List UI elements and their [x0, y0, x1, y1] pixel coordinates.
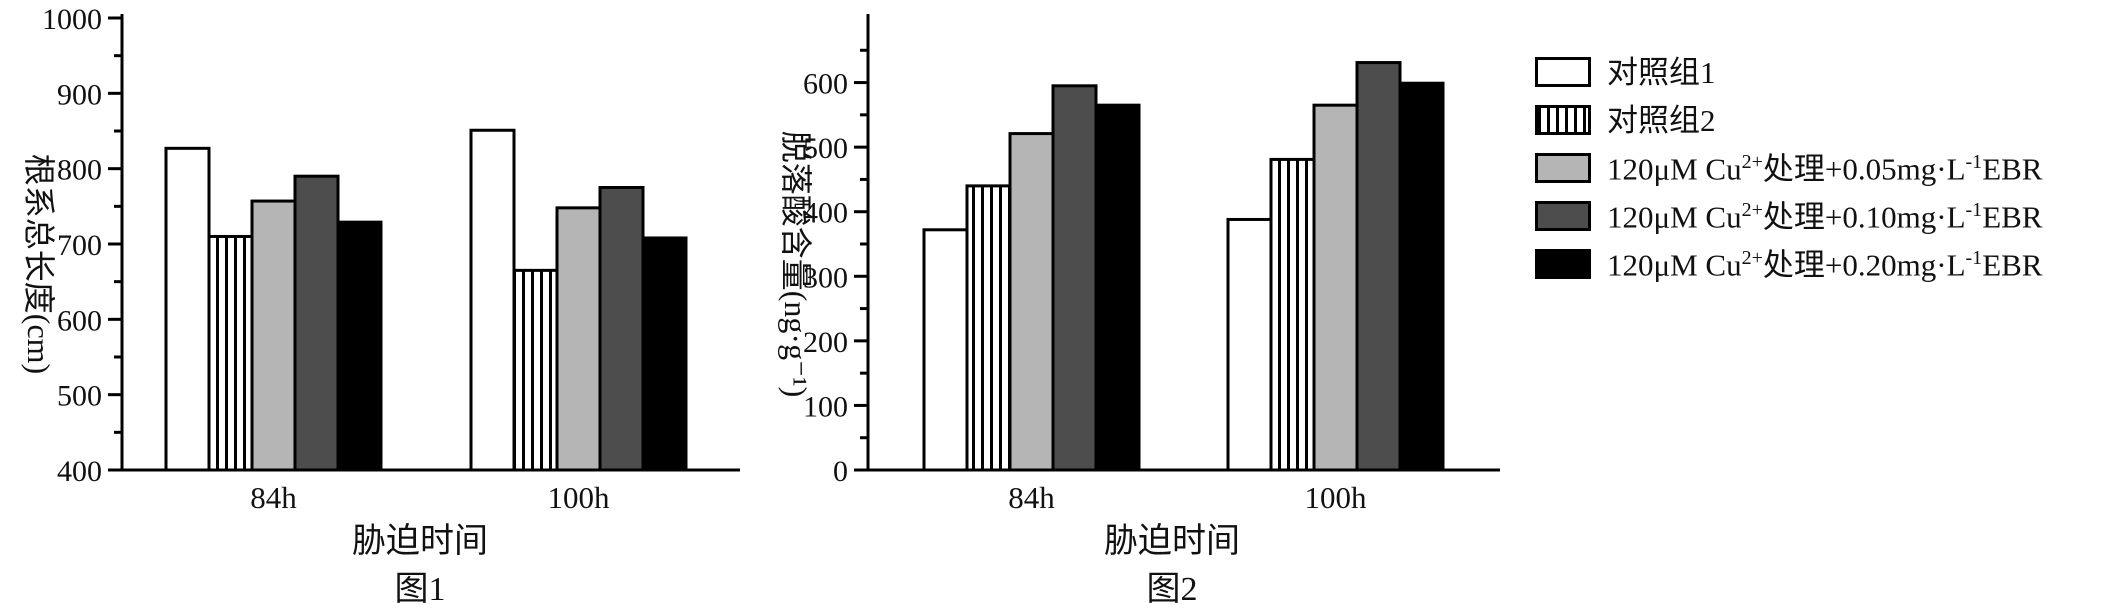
legend-item-ebr-020: 120μM Cu2+处理+0.20mg·L-1EBR [1535, 240, 2042, 288]
y-tick-label: 300 [803, 261, 848, 294]
bar-4-84h [293, 174, 340, 472]
bar-4-100h [598, 186, 645, 472]
figure-caption: 图2 [1147, 571, 1198, 608]
legend-item-ebr-010: 120μM Cu2+处理+0.10mg·L-1EBR [1535, 192, 2042, 240]
legend-swatch-light-gray [1535, 153, 1591, 183]
legend-label: 对照组1 [1607, 54, 1716, 90]
bar-2-84h [965, 184, 1012, 472]
bar-4-84h [1051, 84, 1098, 472]
y-tick-label: 500 [57, 380, 102, 413]
legend-label: 120μM Cu2+处理+0.20mg·L-1EBR [1607, 246, 2043, 283]
bar-5-100h [641, 236, 688, 472]
y-tick-label: 600 [803, 68, 848, 101]
bar-3-100h [555, 206, 602, 472]
bar-5-100h [1398, 81, 1445, 472]
legend-item-control-1: 对照组1 [1535, 48, 2042, 96]
bar-5-84h [1094, 103, 1141, 472]
bar-2-100h [512, 268, 559, 472]
y-tick-label: 500 [803, 132, 848, 165]
bar-1-84h [164, 146, 211, 472]
bar-5-84h [336, 220, 383, 472]
y-axis-label: 根系总长度(cm) [21, 154, 57, 374]
y-tick-label: 0 [833, 455, 848, 488]
legend-label: 120μM Cu2+处理+0.05mg·L-1EBR [1607, 150, 2043, 187]
legend-swatch-stripes [1535, 105, 1591, 135]
x-tick-label: 100h [1305, 480, 1368, 515]
bar-1-100h [1226, 217, 1273, 472]
x-axis-label: 胁迫时间 [352, 522, 488, 560]
bar-1-84h [922, 228, 969, 472]
y-tick-label: 600 [57, 304, 102, 337]
legend-swatch-white [1535, 57, 1591, 87]
legend: 对照组1 对照组2 120μM Cu2+处理+0.05mg·L-1EBR 120… [1535, 48, 2042, 288]
y-tick-label: 1000 [42, 3, 102, 36]
legend-item-ebr-005: 120μM Cu2+处理+0.05mg·L-1EBR [1535, 144, 2042, 192]
legend-swatch-dark-gray [1535, 201, 1591, 231]
y-axis-label: 脱落酸含量(ng·g⁻¹) [778, 131, 814, 397]
bar-4-100h [1355, 61, 1402, 472]
bar-2-100h [1269, 157, 1316, 472]
x-tick-label: 100h [548, 480, 611, 515]
legend-item-control-2: 对照组2 [1535, 96, 2042, 144]
bar-2-84h [207, 234, 254, 472]
y-tick-label: 100 [803, 390, 848, 423]
legend-swatch-black [1535, 249, 1591, 279]
x-tick-label: 84h [1008, 480, 1055, 515]
y-tick-label: 800 [57, 154, 102, 187]
y-tick-label: 900 [57, 78, 102, 111]
x-tick-label: 84h [250, 480, 297, 515]
x-axis-label: 胁迫时间 [1104, 522, 1240, 560]
bar-1-100h [469, 128, 516, 472]
y-tick-label: 700 [57, 229, 102, 262]
bar-3-84h [1008, 132, 1055, 472]
figure-caption: 图1 [395, 571, 446, 608]
bar-3-100h [1312, 103, 1359, 472]
bar-3-84h [250, 199, 297, 472]
y-tick-label: 400 [803, 197, 848, 230]
y-tick-label: 400 [57, 455, 102, 488]
legend-label: 120μM Cu2+处理+0.10mg·L-1EBR [1607, 198, 2043, 235]
legend-label: 对照组2 [1607, 102, 1716, 138]
y-tick-label: 200 [803, 326, 848, 359]
